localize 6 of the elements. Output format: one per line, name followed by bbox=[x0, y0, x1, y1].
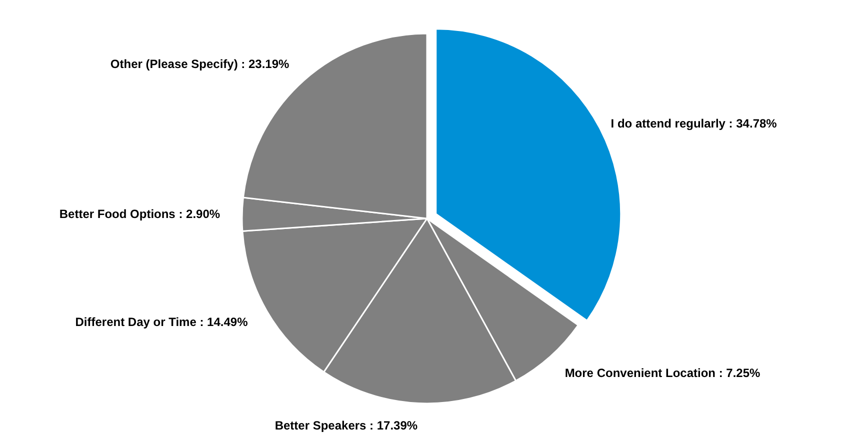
slice-label: I do attend regularly : 34.78% bbox=[610, 116, 778, 130]
slice-label: Better Food Options : 2.90% bbox=[59, 206, 220, 221]
slice-label: More Convenient Location : 7.25% bbox=[564, 366, 761, 380]
slice-label: Different Day or Time : 14.49% bbox=[75, 315, 248, 330]
slice-label: Other (Please Specify) : 23.19% bbox=[110, 57, 290, 72]
slice-label: Better Speakers : 17.39% bbox=[274, 418, 418, 432]
